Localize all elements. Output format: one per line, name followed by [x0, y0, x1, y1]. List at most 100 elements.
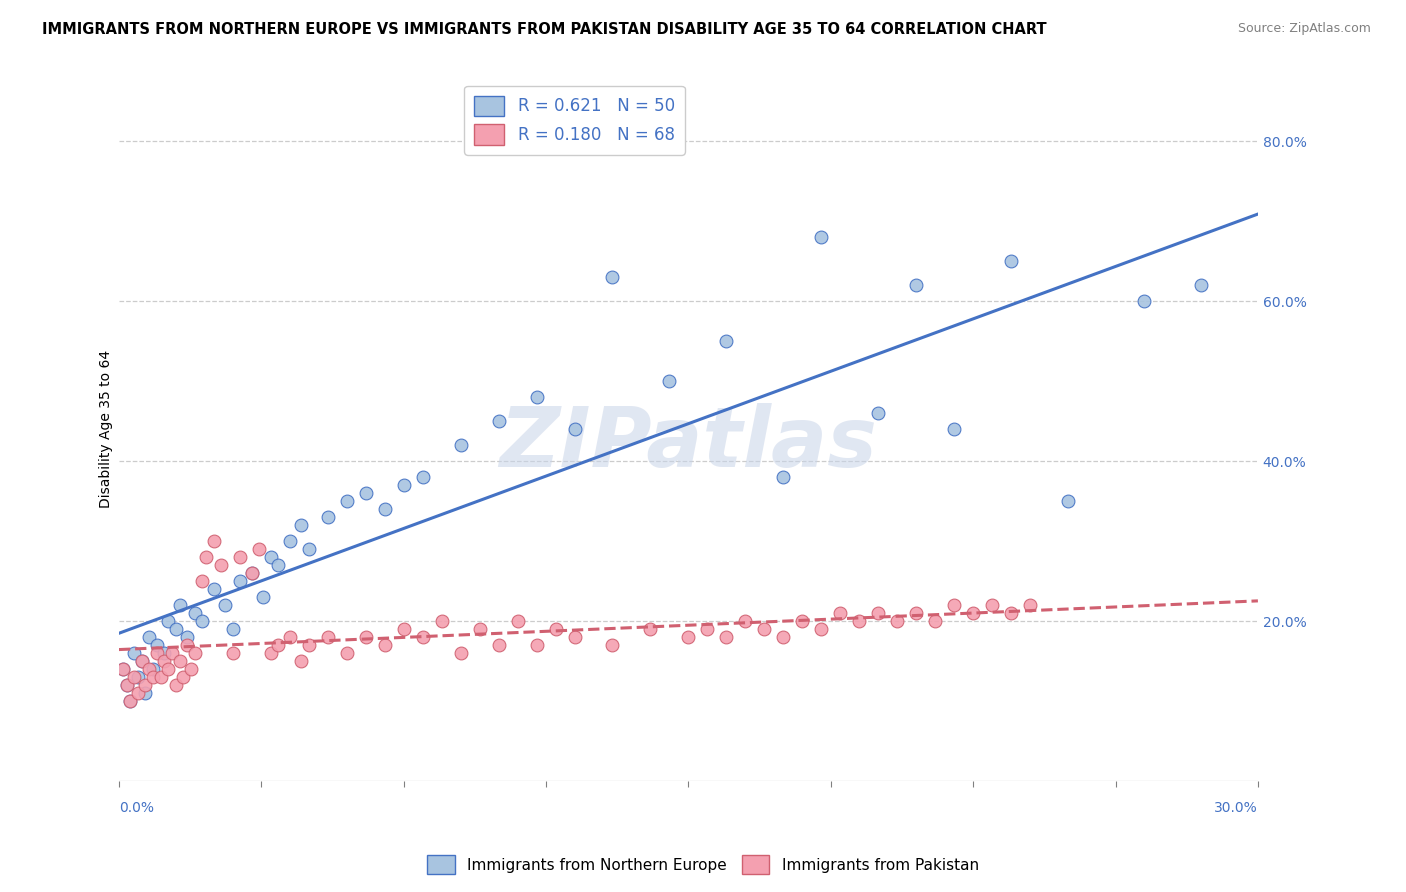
Point	[943, 598, 966, 612]
Point	[153, 646, 176, 660]
Point	[734, 614, 756, 628]
Point	[247, 542, 270, 557]
Point	[792, 614, 814, 628]
Point	[1000, 606, 1022, 620]
Point	[180, 662, 202, 676]
Point	[450, 438, 472, 452]
Point	[176, 630, 198, 644]
Point	[240, 566, 263, 581]
Point	[184, 646, 207, 660]
Point	[981, 598, 1004, 612]
Point	[131, 654, 153, 668]
Point	[146, 646, 169, 660]
Point	[195, 550, 218, 565]
Point	[316, 630, 339, 644]
Point	[157, 614, 180, 628]
Point	[191, 614, 214, 628]
Point	[526, 390, 548, 404]
Point	[1189, 278, 1212, 293]
Point	[260, 550, 283, 565]
Point	[122, 646, 145, 660]
Point	[564, 630, 586, 644]
Point	[716, 334, 738, 349]
Point	[316, 510, 339, 524]
Point	[868, 606, 890, 620]
Point	[115, 678, 138, 692]
Point	[810, 622, 832, 636]
Point	[290, 518, 312, 533]
Point	[184, 606, 207, 620]
Point	[278, 630, 301, 644]
Text: 30.0%: 30.0%	[1215, 800, 1258, 814]
Point	[716, 630, 738, 644]
Point	[169, 654, 191, 668]
Point	[962, 606, 984, 620]
Point	[222, 622, 245, 636]
Point	[412, 630, 434, 644]
Point	[120, 694, 142, 708]
Y-axis label: Disability Age 35 to 64: Disability Age 35 to 64	[100, 351, 114, 508]
Point	[229, 574, 252, 588]
Point	[354, 486, 377, 500]
Point	[122, 670, 145, 684]
Point	[157, 662, 180, 676]
Point	[240, 566, 263, 581]
Point	[754, 622, 776, 636]
Point	[468, 622, 491, 636]
Point	[169, 598, 191, 612]
Point	[278, 534, 301, 549]
Point	[267, 558, 290, 573]
Text: 0.0%: 0.0%	[120, 800, 153, 814]
Point	[868, 406, 890, 420]
Point	[336, 494, 359, 508]
Point	[374, 638, 396, 652]
Point	[160, 646, 183, 660]
Point	[374, 502, 396, 516]
Point	[229, 550, 252, 565]
Point	[678, 630, 700, 644]
Point	[209, 558, 232, 573]
Point	[1133, 294, 1156, 309]
Point	[290, 654, 312, 668]
Point	[142, 670, 165, 684]
Point	[1019, 598, 1042, 612]
Point	[430, 614, 453, 628]
Point	[564, 422, 586, 436]
Point	[120, 694, 142, 708]
Point	[905, 606, 928, 620]
Point	[111, 662, 134, 676]
Point	[252, 590, 274, 604]
Point	[134, 686, 156, 700]
Text: ZIPatlas: ZIPatlas	[499, 403, 877, 483]
Point	[127, 686, 149, 700]
Point	[810, 230, 832, 244]
Point	[127, 670, 149, 684]
Point	[544, 622, 567, 636]
Legend: Immigrants from Northern Europe, Immigrants from Pakistan: Immigrants from Northern Europe, Immigra…	[420, 849, 986, 880]
Point	[111, 662, 134, 676]
Point	[260, 646, 283, 660]
Point	[696, 622, 718, 636]
Point	[176, 638, 198, 652]
Text: Source: ZipAtlas.com: Source: ZipAtlas.com	[1237, 22, 1371, 36]
Point	[1057, 494, 1080, 508]
Point	[392, 478, 415, 492]
Point	[115, 678, 138, 692]
Point	[191, 574, 214, 588]
Point	[830, 606, 852, 620]
Point	[602, 638, 624, 652]
Point	[602, 270, 624, 285]
Point	[146, 638, 169, 652]
Point	[412, 470, 434, 484]
Point	[943, 422, 966, 436]
Point	[488, 638, 510, 652]
Text: IMMIGRANTS FROM NORTHERN EUROPE VS IMMIGRANTS FROM PAKISTAN DISABILITY AGE 35 TO: IMMIGRANTS FROM NORTHERN EUROPE VS IMMIG…	[42, 22, 1047, 37]
Point	[1000, 254, 1022, 268]
Point	[142, 662, 165, 676]
Point	[165, 622, 187, 636]
Point	[131, 654, 153, 668]
Point	[526, 638, 548, 652]
Point	[149, 670, 172, 684]
Point	[658, 374, 681, 388]
Point	[354, 630, 377, 644]
